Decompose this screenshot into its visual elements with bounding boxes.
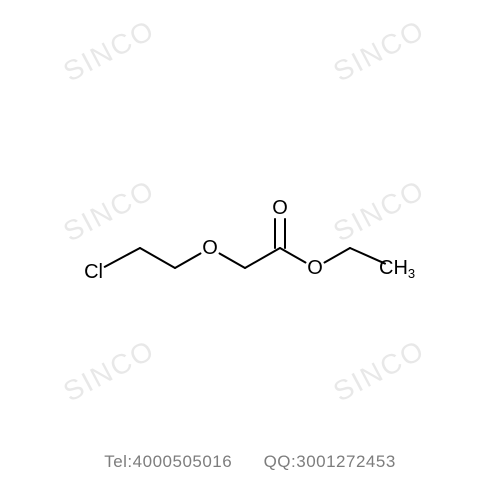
- tel-value: 4000505016: [133, 452, 233, 471]
- contact-line: Tel:4000505016 QQ:3001272453: [0, 452, 500, 472]
- svg-text:O: O: [202, 237, 218, 259]
- svg-text:O: O: [272, 197, 288, 219]
- qq-value: 3001272453: [296, 452, 396, 471]
- svg-text:CH3: CH3: [379, 257, 415, 281]
- qq-label: QQ:: [264, 452, 297, 471]
- tel-label: Tel:: [104, 452, 132, 471]
- svg-text:Cl: Cl: [84, 261, 103, 283]
- svg-text:O: O: [307, 257, 323, 279]
- molecule-structure: Cl O O O CH3: [0, 0, 500, 500]
